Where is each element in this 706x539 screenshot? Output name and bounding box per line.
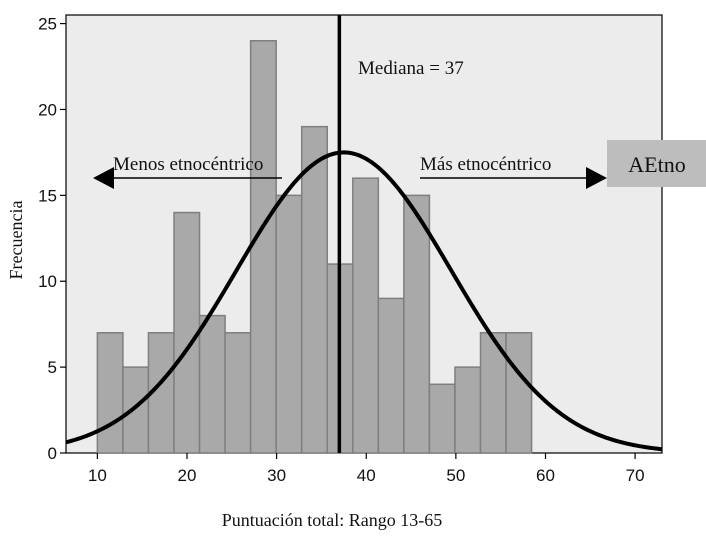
histogram-bar xyxy=(249,40,277,454)
x-tick-label: 30 xyxy=(267,466,286,485)
y-axis-title: Frecuencia xyxy=(6,201,26,280)
x-tick-label: 10 xyxy=(88,466,107,485)
curve-layer xyxy=(65,15,663,453)
bars-layer xyxy=(96,40,533,454)
y-tick-label: 0 xyxy=(48,444,57,463)
y-tick-label: 5 xyxy=(48,358,57,377)
median-label: Mediana = 37 xyxy=(358,58,464,79)
histogram-bar xyxy=(377,297,405,454)
histogram-bar xyxy=(403,194,431,454)
histogram-bar xyxy=(96,332,124,454)
histogram-bar xyxy=(352,177,380,454)
aetno-badge-label: AEtno xyxy=(628,152,685,177)
x-tick-label: 20 xyxy=(178,466,197,485)
more-ethnocentric-label: Más etnocéntrico xyxy=(420,154,551,175)
histogram-bar xyxy=(454,366,482,454)
histogram-bar xyxy=(173,211,201,454)
histogram-bar xyxy=(505,332,533,454)
less-ethnocentric-label: Menos etnocéntrico xyxy=(113,154,263,175)
right-arrow-head xyxy=(586,167,607,189)
annotation-layer: Mediana = 37 Menos etnocéntrico Más etnocé… xyxy=(93,58,706,189)
y-tick-label: 25 xyxy=(38,15,57,34)
x-tick-label: 60 xyxy=(536,466,555,485)
normal-curve xyxy=(65,150,663,452)
histogram-bar xyxy=(428,383,456,454)
aetno-badge xyxy=(607,140,706,187)
y-tick-label: 10 xyxy=(38,272,57,291)
histogram-bar xyxy=(122,366,150,454)
y-tick-label: 20 xyxy=(38,100,57,119)
left-arrow-head xyxy=(93,167,114,189)
x-tick-label: 70 xyxy=(626,466,645,485)
x-tick-label: 40 xyxy=(357,466,376,485)
histogram-bar xyxy=(224,332,252,454)
x-axis-title: Puntuación total: Rango 13-65 xyxy=(222,510,442,530)
axes-layer: 10 20 30 40 50 60 70 0 5 10 15 20 25 xyxy=(38,15,644,485)
histogram-bar xyxy=(275,194,303,454)
histogram-bar xyxy=(300,125,329,454)
y-tick-label: 15 xyxy=(38,186,57,205)
histogram-bar xyxy=(198,314,226,454)
x-tick-label: 50 xyxy=(446,466,465,485)
